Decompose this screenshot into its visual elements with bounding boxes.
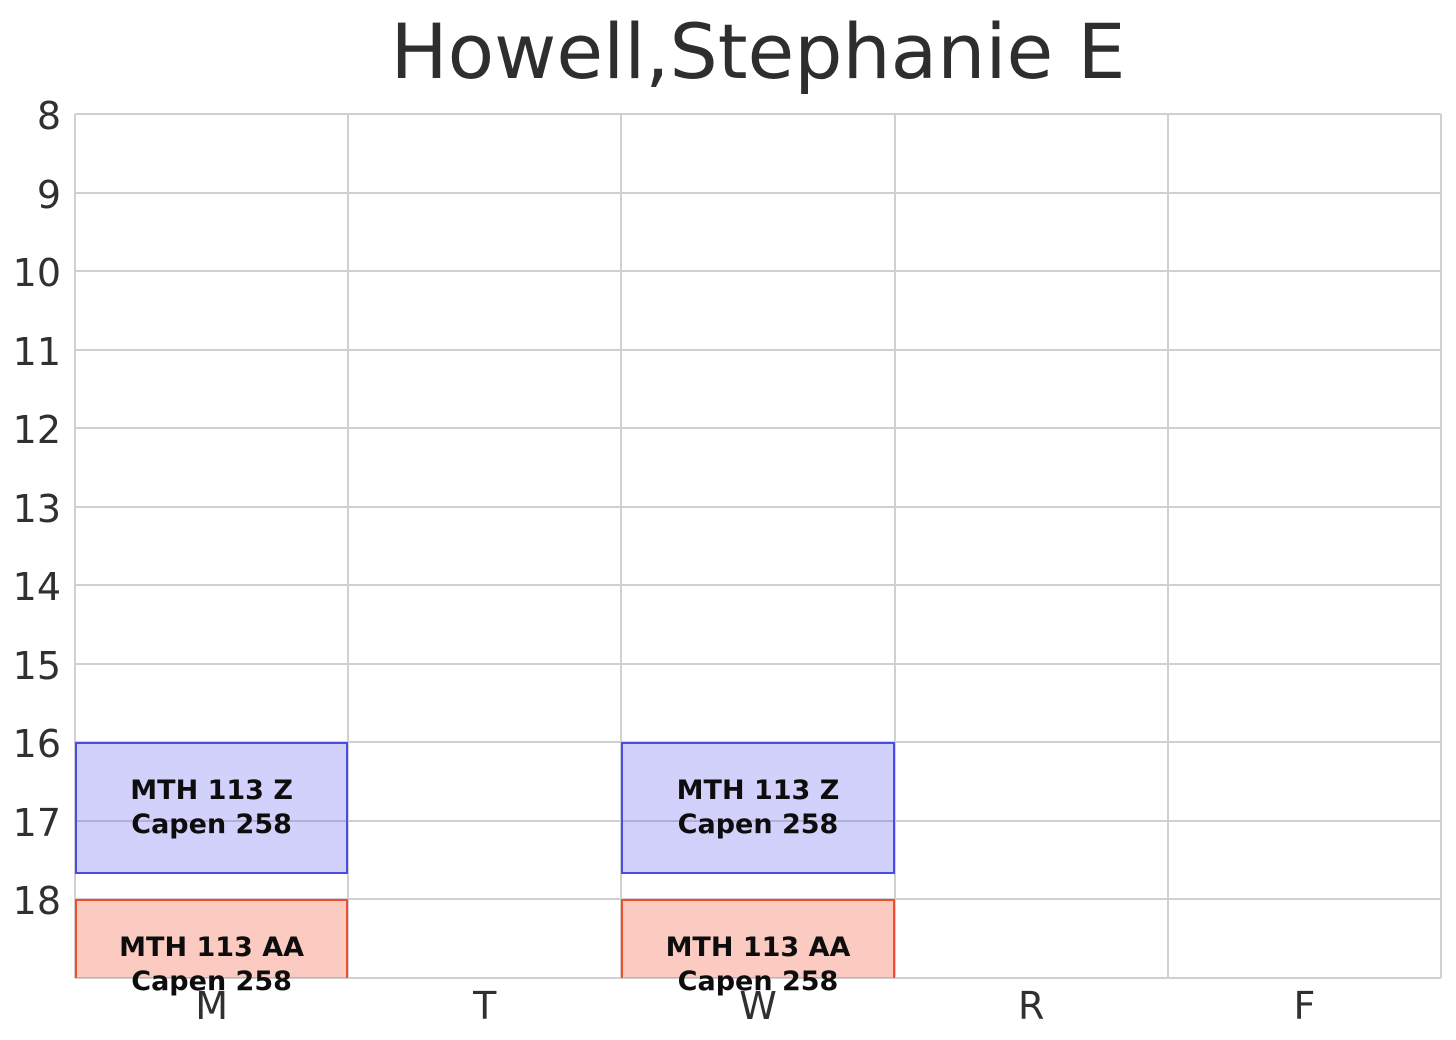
event-room: Capen 258 bbox=[131, 808, 292, 840]
y-tick-label: 11 bbox=[12, 329, 61, 374]
hour-gridline bbox=[75, 191, 1441, 194]
y-tick-label: 13 bbox=[12, 486, 61, 531]
hour-gridline bbox=[75, 270, 1441, 273]
event-room: Capen 258 bbox=[677, 808, 839, 840]
y-tick-label: 12 bbox=[12, 407, 61, 452]
bottom-spine bbox=[75, 977, 1441, 979]
plot-area bbox=[75, 114, 1441, 978]
day-gridline bbox=[893, 114, 896, 978]
hour-gridline bbox=[75, 819, 1441, 822]
y-tick-label: 17 bbox=[12, 800, 61, 845]
y-tick-label: 15 bbox=[12, 643, 61, 688]
event-block-mth-113-aa bbox=[621, 899, 895, 978]
hour-gridline bbox=[75, 113, 1441, 115]
day-label-F: F bbox=[1293, 984, 1316, 1028]
y-tick-label: 16 bbox=[12, 722, 61, 767]
event-label: MTH 113 AA Capen 258 bbox=[621, 931, 894, 999]
event-course: MTH 113 AA bbox=[119, 932, 305, 964]
event-label: MTH 113 Z Capen 258 bbox=[621, 774, 894, 842]
chart-title: Howell,Stephanie E bbox=[390, 7, 1126, 96]
y-tick-label: 18 bbox=[12, 879, 61, 924]
event-label: MTH 113 Z Capen 258 bbox=[75, 774, 348, 842]
day-label-W: W bbox=[739, 984, 777, 1028]
day-label-T: T bbox=[473, 984, 497, 1028]
event-room: Capen 258 bbox=[131, 966, 292, 998]
event-room: Capen 258 bbox=[677, 966, 839, 998]
event-label: MTH 113 AA Capen 258 bbox=[75, 931, 348, 999]
right-spine bbox=[1440, 114, 1442, 978]
left-spine bbox=[74, 114, 76, 978]
y-tick-label: 9 bbox=[36, 172, 61, 217]
hour-gridline bbox=[75, 348, 1441, 351]
event-block-mth-113-z bbox=[75, 742, 349, 874]
y-tick-label: 10 bbox=[12, 250, 61, 295]
y-tick-label: 8 bbox=[36, 93, 61, 138]
day-gridline bbox=[347, 114, 350, 978]
hour-gridline bbox=[75, 584, 1441, 587]
hour-gridline bbox=[75, 427, 1441, 430]
day-label-R: R bbox=[1017, 984, 1045, 1028]
day-label-M: M bbox=[195, 984, 228, 1028]
day-gridline bbox=[620, 114, 623, 978]
event-course: MTH 113 Z bbox=[130, 774, 293, 806]
event-course: MTH 113 Z bbox=[676, 774, 840, 806]
event-course: MTH 113 AA bbox=[665, 932, 851, 964]
event-block-mth-113-aa bbox=[75, 899, 349, 978]
hour-gridline bbox=[75, 662, 1441, 665]
hour-gridline bbox=[75, 505, 1441, 508]
day-gridline bbox=[1166, 114, 1169, 978]
y-tick-label: 14 bbox=[12, 565, 61, 610]
event-block-mth-113-z bbox=[621, 742, 895, 874]
